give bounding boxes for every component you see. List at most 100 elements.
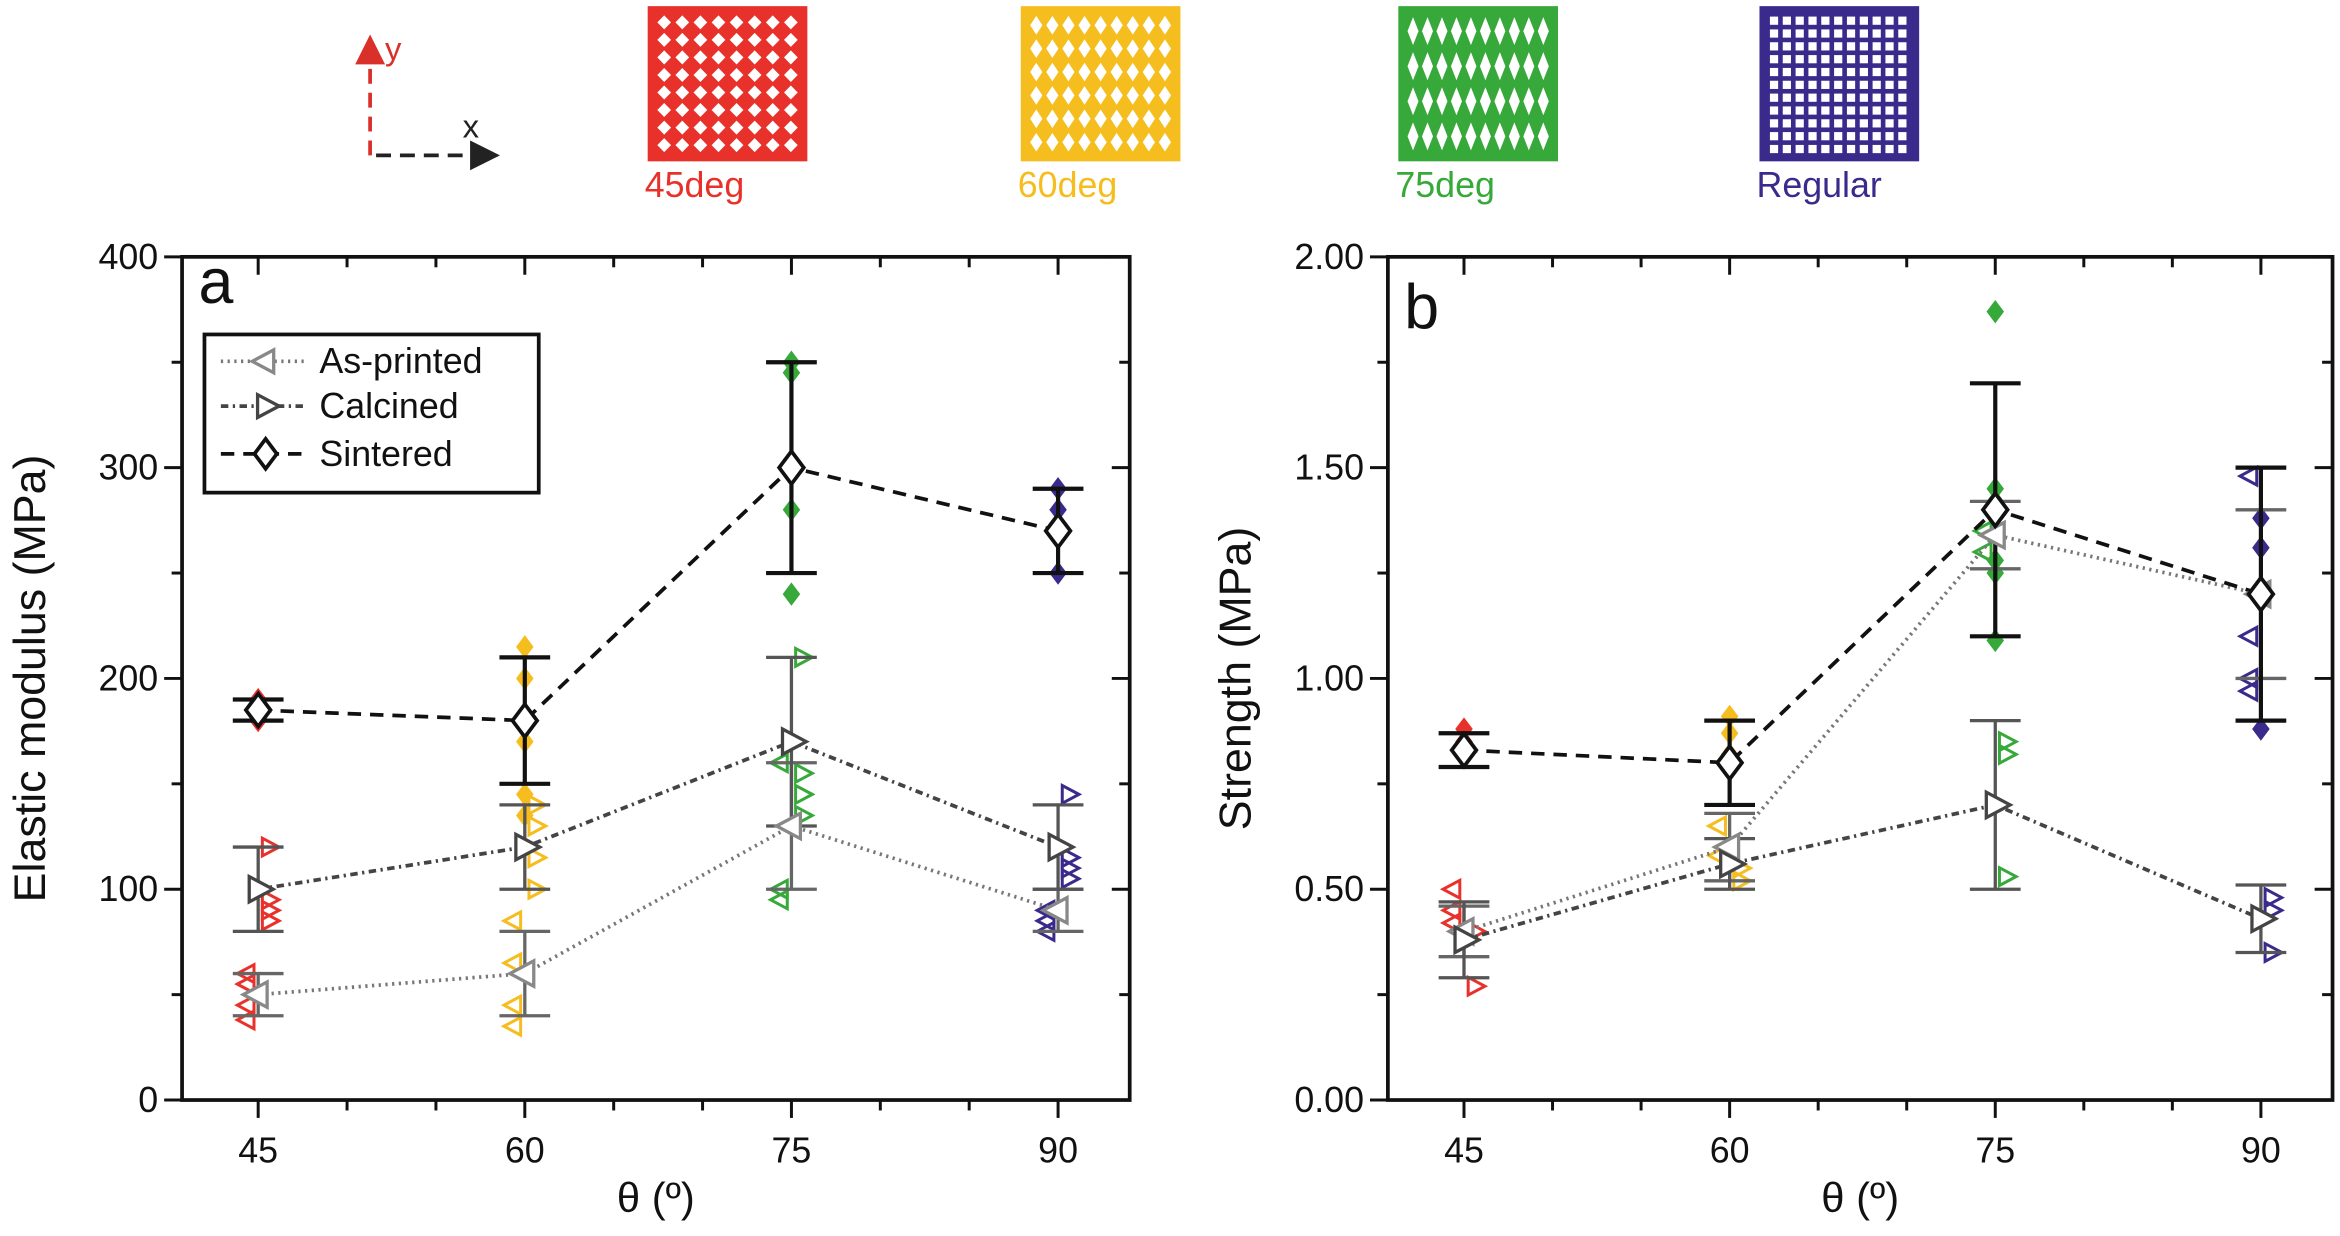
- pattern-label: 45deg: [645, 165, 745, 205]
- mean-point-calcined: [780, 726, 810, 758]
- sample-point-as-printed: [1439, 877, 1462, 901]
- diamond-hole: [783, 138, 798, 153]
- diamond-hole: [1158, 86, 1172, 105]
- diamond-hole: [783, 50, 798, 65]
- diamond-hole: [1450, 17, 1462, 46]
- pattern-swatch: [647, 6, 808, 162]
- grid-hole: [1795, 55, 1804, 64]
- grid-hole: [1795, 80, 1804, 89]
- grid-hole: [1834, 29, 1843, 38]
- grid-hole: [1782, 119, 1791, 128]
- sample-point-as-printed: [500, 951, 523, 975]
- grid-hole: [1782, 16, 1791, 25]
- diamond-hole: [1494, 87, 1506, 116]
- sample-point-sintered: [782, 582, 801, 606]
- diamond-hole: [1110, 86, 1123, 105]
- grid-hole: [1769, 80, 1779, 89]
- diamond-hole: [1436, 87, 1448, 116]
- grid-hole: [1769, 16, 1779, 25]
- grid-hole: [1821, 93, 1830, 102]
- diamond-hole: [1450, 87, 1462, 116]
- x-tick-label: 75: [772, 1131, 812, 1171]
- diamond-hole: [1126, 109, 1139, 129]
- grid-hole: [1898, 67, 1907, 77]
- grid-hole: [1834, 119, 1843, 128]
- diamond-hole: [1158, 109, 1172, 129]
- mean-point-calcined: [247, 873, 277, 905]
- legend-marker: [252, 435, 280, 472]
- grid-hole: [1821, 132, 1830, 141]
- grid-hole: [1846, 106, 1856, 115]
- grid-hole: [1782, 132, 1791, 141]
- diamond-hole: [1465, 87, 1477, 116]
- grid-hole: [1795, 132, 1804, 141]
- diamond-hole: [1094, 132, 1107, 152]
- grid-hole: [1846, 119, 1856, 128]
- x-tick-label: 90: [1038, 1131, 1078, 1171]
- diamond-hole: [1094, 15, 1107, 35]
- y-tick-label: 200: [98, 658, 158, 698]
- diamond-hole: [1142, 109, 1155, 129]
- x-tick-label: 60: [1710, 1131, 1750, 1171]
- panel-b: 45 60 75 90 0.00 0.50 1.00 1.50 2.00 θ (º) Strengt…: [1211, 237, 2335, 1221]
- mean-point-sintered: [2246, 574, 2276, 614]
- grid-hole: [1898, 42, 1907, 51]
- diamond-hole: [1142, 39, 1155, 59]
- diamond-hole: [1158, 15, 1172, 35]
- grid-hole: [1846, 80, 1856, 89]
- mean-point-sintered: [1449, 730, 1479, 770]
- grid-hole: [1821, 119, 1830, 128]
- grid-hole: [1821, 16, 1830, 25]
- y-axis-title: Strength (MPa): [1211, 527, 1261, 831]
- mean-point-calcined: [1047, 831, 1077, 863]
- x-tick-label: 90: [2241, 1131, 2281, 1171]
- grid-hole: [1846, 93, 1856, 102]
- grid-hole: [1782, 55, 1791, 64]
- diamond-hole: [1508, 17, 1520, 46]
- grid-hole: [1859, 42, 1868, 51]
- grid-hole: [1859, 80, 1868, 89]
- grid-hole: [1782, 29, 1791, 38]
- panel-a: 45 60 75 90 0 100 200 300 400 θ (º) Elastic modulu…: [5, 237, 1132, 1221]
- grid-hole: [1885, 16, 1894, 25]
- grid-hole: [1808, 119, 1817, 128]
- diamond-hole: [1046, 132, 1059, 152]
- diamond-hole: [1436, 122, 1448, 151]
- grid-hole: [1872, 106, 1881, 115]
- pattern-60deg: 60deg: [1018, 6, 1181, 205]
- grid-hole: [1821, 29, 1830, 38]
- grid-hole: [1898, 55, 1907, 64]
- diamond-hole: [1110, 109, 1123, 129]
- grid-hole: [1795, 42, 1804, 51]
- grid-hole: [1898, 29, 1907, 38]
- diamond-hole: [747, 138, 762, 153]
- grid-hole: [1808, 93, 1817, 102]
- diamond-hole: [747, 50, 762, 65]
- plot-frame: [1386, 254, 2335, 1102]
- pattern-swatch: [1398, 6, 1559, 162]
- diamond-hole: [783, 85, 798, 100]
- diamond-hole: [1030, 39, 1043, 59]
- diamond-hole: [1094, 109, 1107, 129]
- diamond-hole: [1030, 86, 1043, 105]
- diamond-hole: [747, 67, 762, 82]
- grid-hole: [1808, 106, 1817, 115]
- sample-point-calcined: [1997, 865, 2020, 888]
- grid-hole: [1885, 119, 1894, 128]
- grid-hole: [1872, 93, 1881, 102]
- sample-point-as-printed: [500, 993, 523, 1017]
- diamond-hole: [1537, 52, 1549, 81]
- grid-hole: [1872, 144, 1881, 154]
- grid-hole: [1782, 106, 1791, 115]
- series-line-calcined: [257, 739, 1059, 892]
- grid-hole: [1808, 144, 1817, 154]
- diamond-hole: [1046, 109, 1059, 129]
- grid-hole: [1769, 132, 1779, 141]
- diamond-hole: [693, 15, 708, 30]
- grid-hole: [1795, 106, 1804, 115]
- diamond-hole: [1126, 86, 1139, 105]
- diamond-hole: [1046, 86, 1059, 105]
- diamond-hole: [1110, 132, 1123, 152]
- diamond-hole: [783, 103, 798, 118]
- diamond-hole: [1142, 15, 1155, 35]
